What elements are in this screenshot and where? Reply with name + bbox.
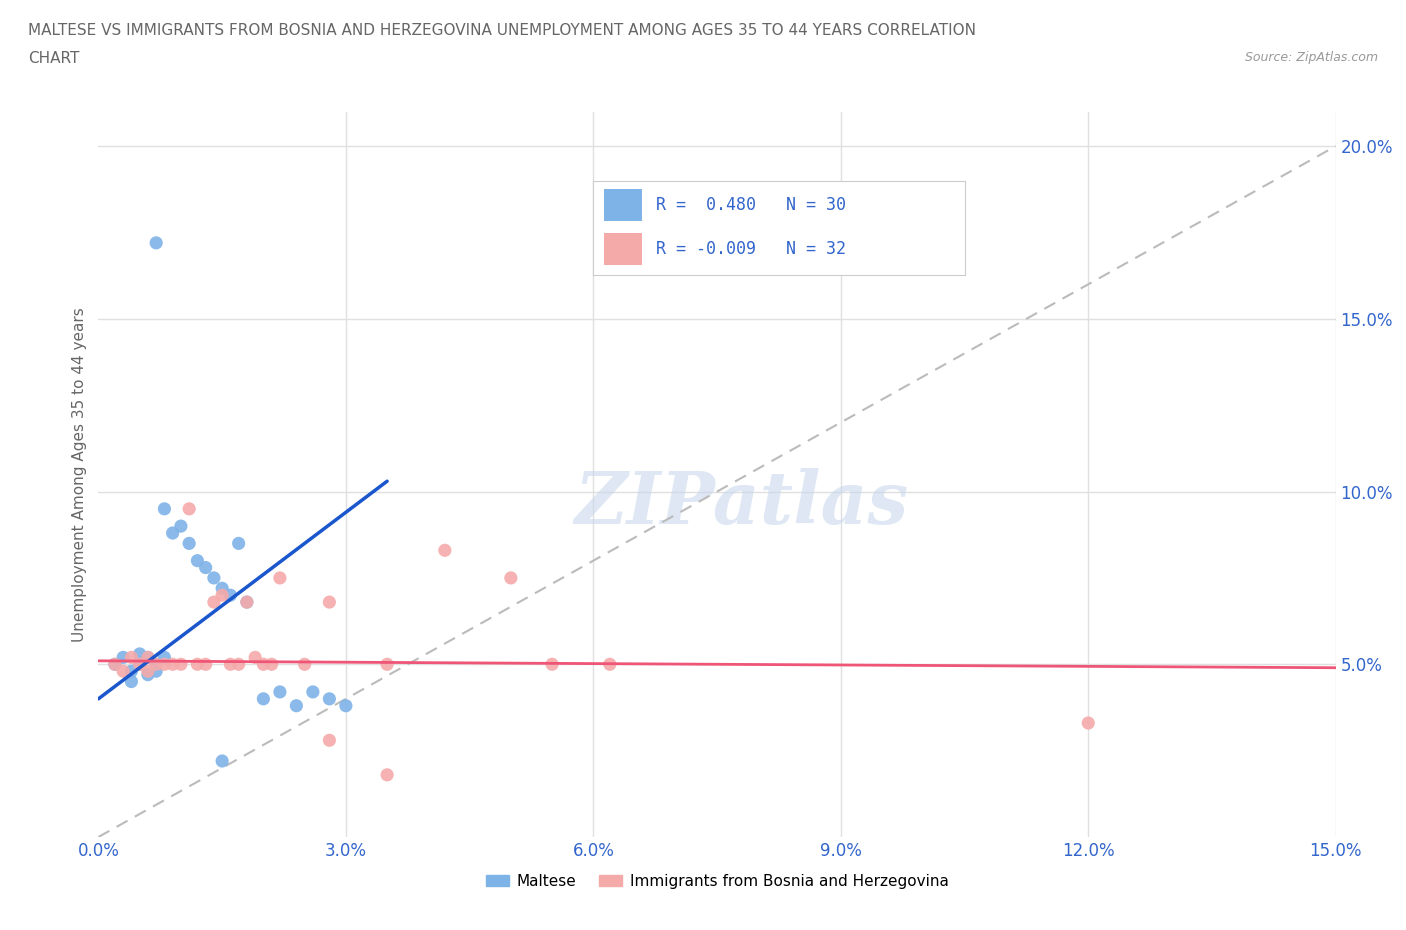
Point — [433, 543, 456, 558]
Point — [112, 664, 135, 679]
Point — [599, 657, 621, 671]
Point — [219, 588, 242, 603]
Point — [335, 698, 357, 713]
Point — [302, 684, 325, 699]
Y-axis label: Unemployment Among Ages 35 to 44 years: Unemployment Among Ages 35 to 44 years — [72, 307, 87, 642]
Text: MALTESE VS IMMIGRANTS FROM BOSNIA AND HERZEGOVINA UNEMPLOYMENT AMONG AGES 35 TO : MALTESE VS IMMIGRANTS FROM BOSNIA AND HE… — [28, 23, 976, 38]
Point — [252, 691, 274, 706]
Point — [211, 581, 233, 596]
Point — [219, 657, 242, 671]
Point — [285, 698, 308, 713]
Point — [211, 753, 233, 768]
Point — [153, 650, 176, 665]
Point — [170, 657, 193, 671]
Point — [252, 657, 274, 671]
Point — [541, 657, 564, 671]
Point — [136, 664, 159, 679]
Point — [1077, 715, 1099, 730]
Point — [318, 733, 340, 748]
Point — [136, 650, 159, 665]
Point — [186, 657, 208, 671]
Text: CHART: CHART — [28, 51, 80, 66]
Point — [120, 650, 142, 665]
Point — [128, 657, 150, 671]
Point — [136, 650, 159, 665]
Point — [318, 691, 340, 706]
Point — [145, 235, 167, 250]
Point — [269, 684, 291, 699]
Point — [179, 501, 201, 516]
Point — [260, 657, 283, 671]
Point — [228, 536, 250, 551]
Point — [153, 657, 176, 671]
Point — [236, 594, 259, 609]
Point — [186, 553, 208, 568]
Point — [128, 657, 150, 671]
Point — [375, 767, 398, 782]
Point — [145, 664, 167, 679]
Point — [162, 525, 184, 540]
Point — [145, 657, 167, 671]
Point — [162, 657, 184, 671]
Point — [120, 664, 142, 679]
Point — [104, 657, 127, 671]
Point — [243, 650, 266, 665]
Point — [170, 519, 193, 534]
Point — [136, 667, 159, 682]
Point — [179, 536, 201, 551]
Point — [194, 560, 217, 575]
Point — [120, 674, 142, 689]
Point — [112, 650, 135, 665]
Point — [318, 594, 340, 609]
Point — [269, 570, 291, 585]
Point — [202, 594, 225, 609]
Point — [145, 657, 167, 671]
Point — [236, 594, 259, 609]
Legend: Maltese, Immigrants from Bosnia and Herzegovina: Maltese, Immigrants from Bosnia and Herz… — [479, 868, 955, 895]
Text: ZIPatlas: ZIPatlas — [575, 468, 908, 538]
Point — [104, 657, 127, 671]
Point — [194, 657, 217, 671]
Point — [202, 570, 225, 585]
Point — [375, 657, 398, 671]
Point — [128, 646, 150, 661]
Point — [499, 570, 522, 585]
Point — [153, 501, 176, 516]
Point — [228, 657, 250, 671]
Text: Source: ZipAtlas.com: Source: ZipAtlas.com — [1244, 51, 1378, 64]
Point — [211, 588, 233, 603]
Point — [294, 657, 316, 671]
